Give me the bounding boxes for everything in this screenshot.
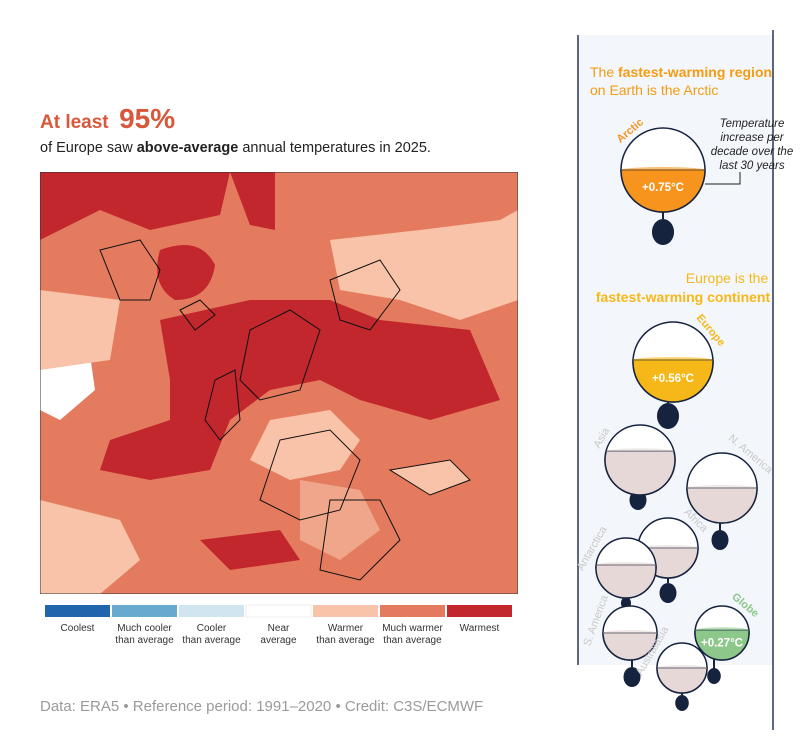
- legend-label: Warmest: [460, 623, 500, 634]
- legend-label: than average: [115, 635, 174, 646]
- annotation-line: last 30 years: [719, 160, 784, 172]
- subtitle-part: annual temperatures in 2025.: [238, 140, 431, 156]
- map: [40, 172, 518, 594]
- region-bulb: Antarctica: [575, 524, 657, 609]
- bulb-weight: [656, 403, 680, 429]
- legend-label: Much warmer: [382, 623, 443, 634]
- headline-lead: At least: [40, 112, 109, 133]
- region-bulb: Arctic+0.75°C: [614, 116, 706, 245]
- bulb-weight: [711, 530, 729, 550]
- arctic-heading: The fastest-warming region: [590, 64, 772, 80]
- region-value: +0.56°C: [652, 373, 694, 385]
- region-value: +0.27°C: [701, 638, 743, 650]
- europe-heading: Europe is the: [686, 270, 769, 286]
- bulb-fill: [604, 450, 676, 496]
- bulb-fill: [694, 629, 750, 661]
- headline-figure: 95%: [119, 103, 175, 134]
- legend-label: Coolest: [61, 623, 95, 634]
- annotation-line: decade over the: [711, 146, 793, 158]
- bulb-fill: [602, 632, 658, 661]
- bulb-surface: [621, 167, 705, 173]
- bulb-surface: [687, 485, 757, 491]
- legend-label: Cooler: [197, 623, 227, 634]
- bulb-fill: [632, 359, 714, 403]
- bulb-fill: [656, 667, 708, 694]
- annotation-line: Temperature: [720, 118, 785, 130]
- bulb-fill: [686, 487, 758, 524]
- legend-swatch: [245, 604, 312, 618]
- bulb-surface: [633, 357, 713, 363]
- heading-emphasis: fastest-warming region: [618, 64, 772, 80]
- legend-label: than average: [316, 635, 375, 646]
- legend-label: average: [260, 635, 297, 646]
- annotation-leader: [705, 172, 741, 185]
- bulb-fill: [620, 169, 706, 213]
- bulb-weight: [707, 668, 721, 684]
- bulb-weight: [659, 583, 677, 603]
- legend-swatch: [45, 605, 110, 617]
- legend-label: Warmer: [328, 623, 364, 634]
- heading-part: The: [590, 64, 618, 80]
- legend-swatch: [380, 605, 445, 617]
- subtitle-emphasis: above-average: [137, 140, 239, 156]
- bulb-surface: [603, 630, 657, 636]
- legend-label: Much cooler: [117, 623, 172, 634]
- legend-swatch: [447, 605, 512, 617]
- bulb-surface: [638, 545, 698, 551]
- europe-heading: fastest-warming continent: [596, 289, 771, 305]
- legend-swatch: [313, 605, 378, 617]
- bulb-weight: [623, 667, 641, 687]
- legend-swatch: [112, 605, 177, 617]
- footer: Data: ERA5 • Reference period: 1991–2020…: [40, 698, 483, 715]
- legend-label: than average: [383, 635, 442, 646]
- bulb-surface: [695, 627, 749, 634]
- annotation-line: increase per: [720, 132, 784, 144]
- subtitle-part: of Europe saw: [40, 140, 137, 156]
- region-bulb: Asia: [591, 424, 676, 510]
- bulb-surface: [606, 448, 674, 455]
- region-bulb: S. America: [581, 593, 658, 687]
- headline: At least 95%: [40, 103, 175, 134]
- bulb-surface: [596, 562, 656, 568]
- bulb-weight: [651, 219, 675, 245]
- bulb-weight: [675, 695, 689, 711]
- bulb-fill: [595, 564, 657, 599]
- legend-swatch: [179, 605, 244, 617]
- subtitle: of Europe saw above-average annual tempe…: [40, 140, 431, 156]
- arctic-heading: on Earth is the Arctic: [590, 82, 718, 98]
- region-value: +0.75°C: [642, 182, 684, 194]
- annotation: Temperature increase per decade over the la…: [711, 118, 793, 172]
- legend-label: than average: [182, 635, 241, 646]
- legend-label: Near: [268, 623, 290, 634]
- bulb-surface: [657, 665, 707, 671]
